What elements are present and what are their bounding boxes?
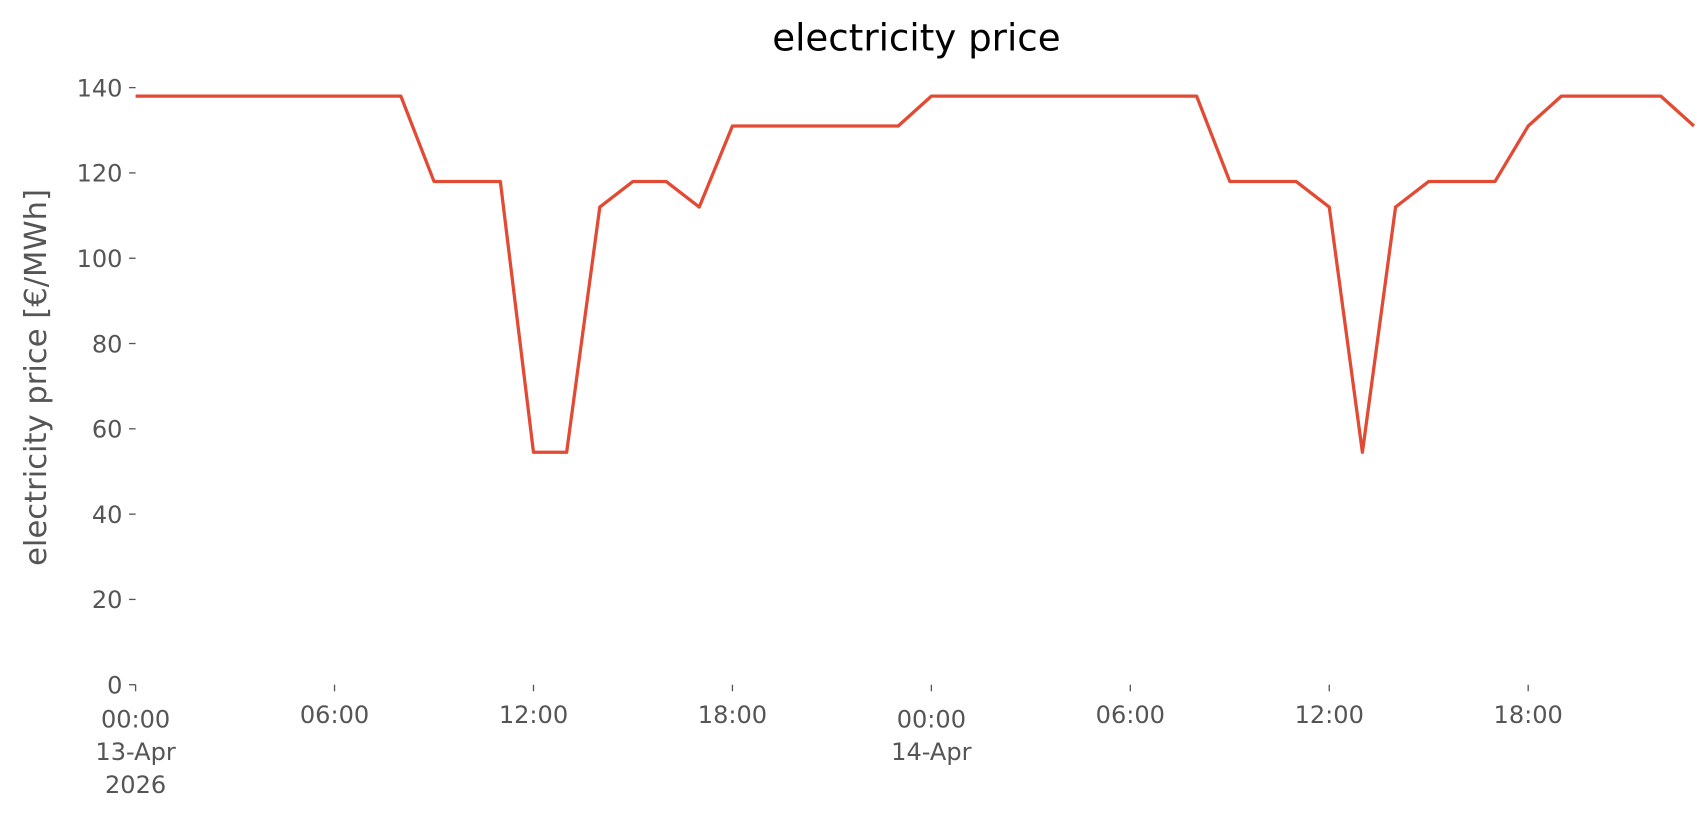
- line-series: [135, 94, 1696, 454]
- y-tick-label: 100: [77, 245, 123, 273]
- x-tick-label: 12:00: [1295, 701, 1364, 729]
- x-tick-label: 00:00 14-Apr: [891, 705, 971, 766]
- x-tick-label: 18:00: [1494, 701, 1563, 729]
- x-tick-label: 00:00 13-Apr 2026: [95, 705, 175, 799]
- y-axis-label: electricity price [€/MWh]: [19, 189, 54, 566]
- x-tick-label: 18:00: [698, 701, 767, 729]
- chart-title: electricity price: [772, 15, 1060, 59]
- y-tick-label: 0: [107, 671, 122, 699]
- x-tick-label: 12:00: [499, 701, 568, 729]
- y-tick-label: 140: [77, 74, 123, 102]
- x-tick-label: 06:00: [300, 701, 369, 729]
- y-tick-label: 120: [77, 160, 123, 188]
- y-tick-label: 80: [92, 330, 123, 358]
- y-tick-label: 20: [92, 586, 123, 614]
- x-tick-label: 06:00: [1096, 701, 1165, 729]
- y-tick-label: 40: [92, 501, 123, 529]
- y-tick-label: 60: [92, 416, 123, 444]
